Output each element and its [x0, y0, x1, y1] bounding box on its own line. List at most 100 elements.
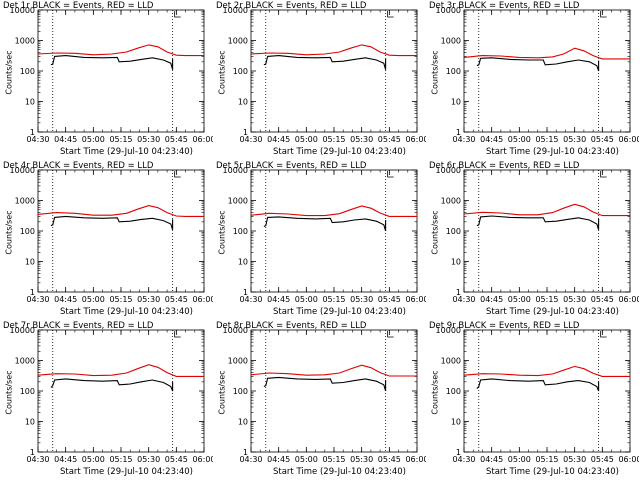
y-tick-label: 1000	[441, 357, 461, 366]
x-tick-label: 05:30	[563, 135, 586, 144]
chart-svg: 1 10 100 1000 10000 04:30 04:45 05:00 05:15 05:30…	[436, 166, 639, 304]
y-tick-label: 100	[20, 227, 35, 236]
axes-frame	[250, 169, 418, 293]
y-tick-label: 10000	[10, 6, 35, 15]
axes-frame	[37, 329, 205, 453]
x-tick-label: 05:45	[591, 455, 614, 464]
lld-series-line	[37, 205, 204, 217]
detector-panel: 1 10 100 1000 10000 04:30 04:45 05:00 05:15 05:30…	[0, 160, 213, 320]
y-tick-label: 1	[456, 288, 461, 297]
x-tick-label: 06:00	[405, 295, 426, 304]
detector-panel: 1 10 100 1000 10000 04:30 04:45 05:00 05:15 05:30…	[213, 0, 426, 160]
x-tick-label: 05:00	[508, 135, 531, 144]
x-tick-label: 06:00	[618, 455, 639, 464]
x-tick-label: 05:15	[535, 295, 558, 304]
lld-series-line	[463, 365, 630, 377]
y-tick-label: 1000	[228, 197, 248, 206]
y-tick-label: 10	[238, 418, 248, 427]
y-tick-label: 1	[243, 448, 248, 457]
y-axis-label: Counts/sec	[217, 50, 227, 95]
y-tick-label: 10000	[223, 166, 248, 175]
x-tick-label: 04:45	[480, 455, 503, 464]
x-tick-label: 05:15	[535, 455, 558, 464]
x-tick-label: 04:30	[26, 455, 49, 464]
events-series-line	[50, 55, 174, 70]
x-tick-label: 04:45	[480, 135, 503, 144]
y-tick-label: 1000	[228, 357, 248, 366]
x-tick-label: 05:30	[350, 135, 373, 144]
x-tick-label: 05:00	[508, 455, 531, 464]
y-tick-label: 1000	[441, 197, 461, 206]
y-tick-label: 1	[243, 288, 248, 297]
x-tick-label: 04:30	[452, 295, 475, 304]
axes-frame	[250, 329, 418, 453]
x-axis-label: Start Time (29-Jul-10 04:23:40)	[486, 307, 619, 317]
x-tick-label: 04:30	[452, 455, 475, 464]
events-series-line	[476, 215, 600, 230]
x-tick-label: 04:45	[54, 455, 77, 464]
x-tick-label: 05:45	[165, 295, 188, 304]
x-tick-label: 04:45	[267, 295, 290, 304]
events-series-line	[263, 216, 387, 232]
y-tick-label: 1000	[441, 37, 461, 46]
y-axis-label: Counts/sec	[430, 50, 440, 95]
flag-mark	[174, 11, 181, 18]
x-tick-label: 05:15	[322, 455, 345, 464]
y-axis-label: Counts/sec	[4, 370, 14, 415]
x-tick-label: 05:15	[322, 295, 345, 304]
chart-svg: 1 10 100 1000 10000 04:30 04:45 05:00 05:15 05:30…	[436, 326, 639, 464]
x-axis-label: Start Time (29-Jul-10 04:23:40)	[273, 467, 406, 477]
events-series-line	[50, 378, 174, 392]
chart-svg: 1 10 100 1000 10000 04:30 04:45 05:00 05:15 05:30…	[10, 6, 213, 144]
x-tick-label: 05:00	[82, 135, 105, 144]
x-tick-label: 05:00	[508, 295, 531, 304]
events-series-line	[50, 215, 174, 230]
lld-series-line	[250, 364, 417, 377]
axes-frame	[463, 9, 631, 133]
x-tick-label: 05:45	[165, 455, 188, 464]
y-tick-label: 1	[456, 128, 461, 137]
axes-frame	[463, 169, 631, 293]
x-tick-label: 06:00	[618, 295, 639, 304]
x-tick-label: 04:30	[452, 135, 475, 144]
panel-title: Det 9r BLACK = Events, RED = LLD	[429, 321, 580, 331]
y-tick-label: 1	[243, 128, 248, 137]
detector-panel: 1 10 100 1000 10000 04:30 04:45 05:00 05:15 05:30…	[213, 160, 426, 320]
detector-panel: 1 10 100 1000 10000 04:30 04:45 05:00 05:15 05:30…	[426, 0, 639, 160]
lld-series-line	[250, 44, 417, 57]
y-tick-label: 100	[446, 227, 461, 236]
x-tick-label: 05:45	[378, 135, 401, 144]
flag-mark	[600, 331, 607, 338]
x-tick-label: 04:30	[26, 135, 49, 144]
x-tick-label: 05:15	[322, 135, 345, 144]
panel-title: Det 6r BLACK = Events, RED = LLD	[429, 161, 580, 171]
x-tick-label: 05:15	[109, 295, 132, 304]
chart-svg: 1 10 100 1000 10000 04:30 04:45 05:00 05:15 05:30…	[223, 166, 426, 304]
y-tick-label: 1	[30, 448, 35, 457]
panel-title: Det 3r BLACK = Events, RED = LLD	[429, 1, 580, 11]
x-tick-label: 04:45	[54, 135, 77, 144]
y-tick-label: 10	[451, 98, 461, 107]
flag-mark	[387, 11, 394, 18]
x-tick-label: 05:30	[137, 455, 160, 464]
x-tick-label: 05:30	[137, 135, 160, 144]
panel-title: Det 4r BLACK = Events, RED = LLD	[3, 161, 154, 171]
x-tick-label: 06:00	[192, 455, 213, 464]
x-tick-label: 05:15	[109, 455, 132, 464]
detector-panel: 1 10 100 1000 10000 04:30 04:45 05:00 05:15 05:30…	[0, 0, 213, 160]
panel-title: Det 5r BLACK = Events, RED = LLD	[216, 161, 367, 171]
flag-mark	[600, 171, 607, 178]
x-tick-label: 04:30	[239, 295, 262, 304]
flag-mark	[387, 331, 394, 338]
lld-series-line	[37, 44, 204, 57]
detector-panel: 1 10 100 1000 10000 04:30 04:45 05:00 05:15 05:30…	[0, 320, 213, 480]
x-tick-label: 04:30	[26, 295, 49, 304]
x-tick-label: 04:30	[239, 135, 262, 144]
y-tick-label: 100	[20, 67, 35, 76]
axes-frame	[250, 9, 418, 133]
x-axis-label: Start Time (29-Jul-10 04:23:40)	[486, 467, 619, 477]
y-tick-label: 100	[446, 387, 461, 396]
x-axis-label: Start Time (29-Jul-10 04:23:40)	[60, 147, 193, 157]
y-tick-label: 10	[451, 418, 461, 427]
y-tick-label: 10000	[436, 6, 461, 15]
